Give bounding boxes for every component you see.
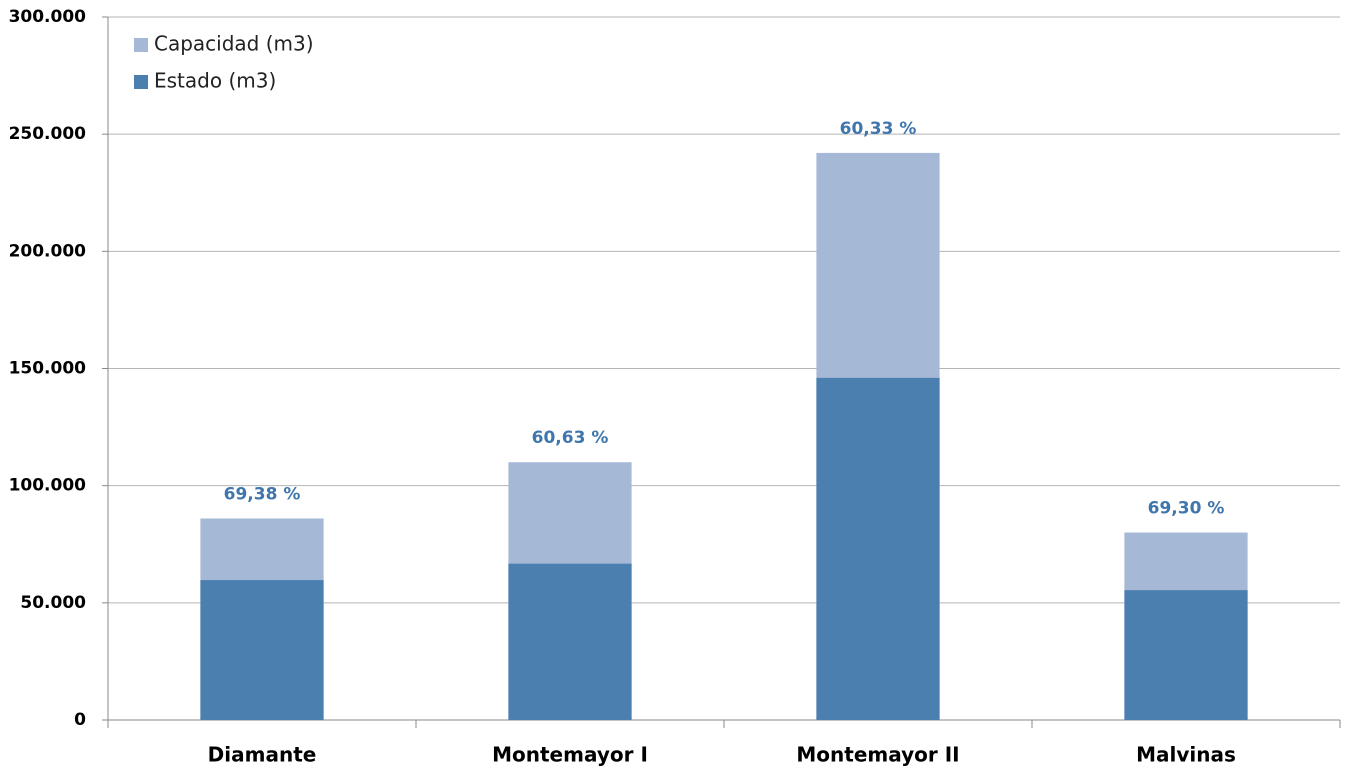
y-tick-label: 150.000 [9,359,87,379]
y-tick-label: 100.000 [9,476,87,496]
percent-label: 69,38 % [224,484,301,504]
y-tick-label: 0 [74,710,86,730]
bar [816,377,940,720]
bar [508,563,632,720]
x-tick-label: Malvinas [1136,743,1236,767]
x-tick-label: Diamante [208,743,317,767]
x-tick-label: Montemayor I [492,743,648,767]
y-tick-label: 200.000 [9,241,87,261]
y-tick-label: 250.000 [9,124,87,144]
percent-label: 69,30 % [1148,499,1225,519]
legend-swatch [134,75,148,89]
x-tick-label: Montemayor II [796,743,959,767]
bar [200,580,324,720]
percent-label: 60,33 % [840,119,917,139]
legend-label: Estado (m3) [154,69,276,93]
legend-label: Capacidad (m3) [154,32,314,56]
legend-swatch [134,38,148,52]
y-tick-label: 50.000 [20,593,86,613]
percent-label: 60,63 % [532,428,609,448]
y-tick-label: 300.000 [9,7,87,27]
bar [1124,590,1248,720]
